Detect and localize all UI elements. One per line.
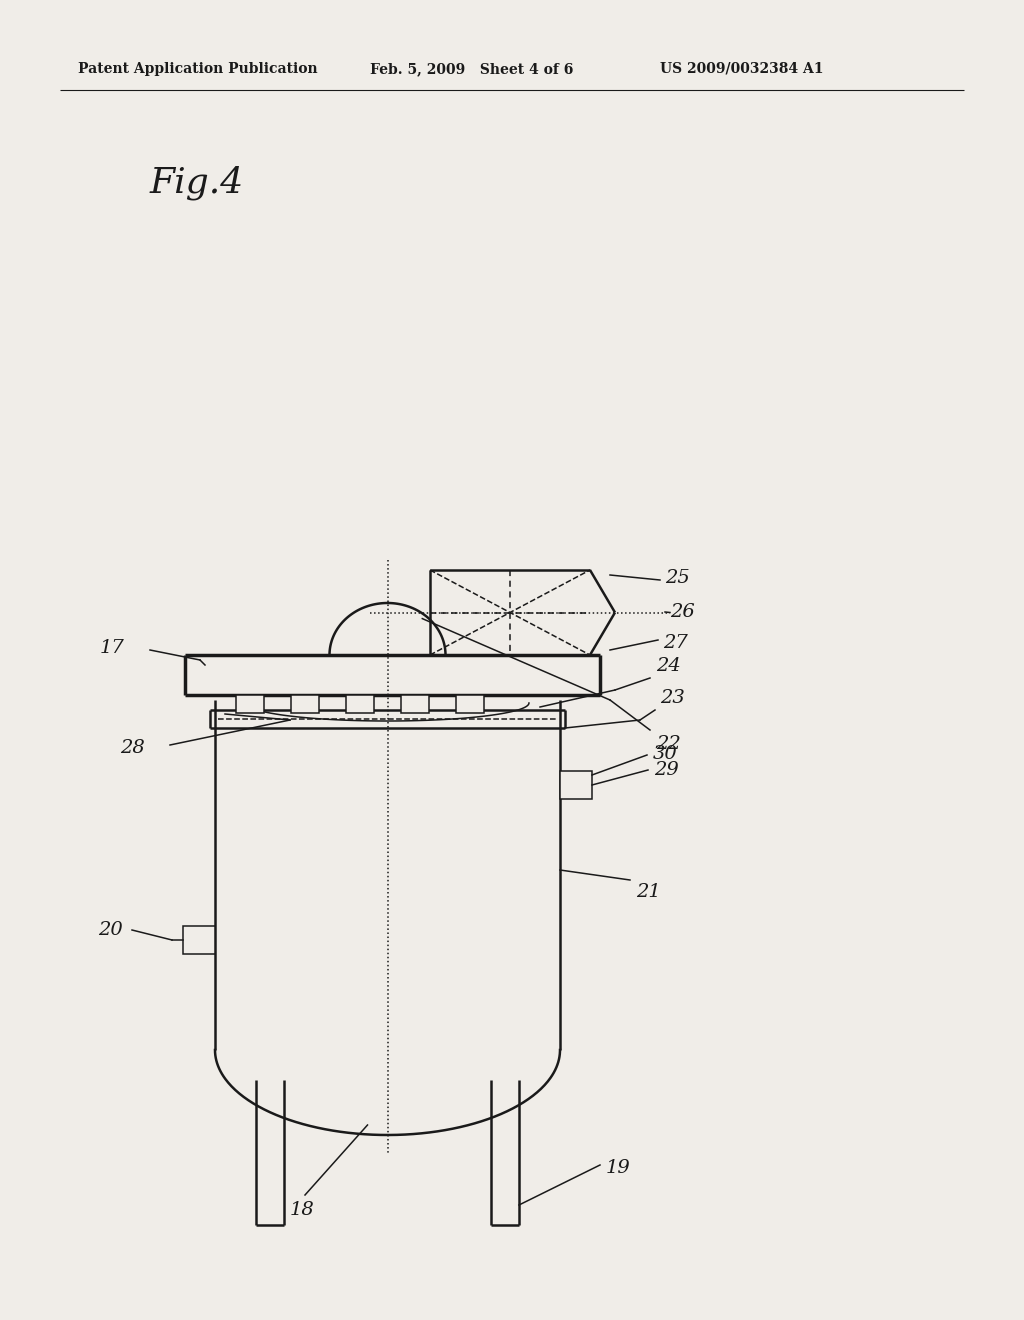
Bar	[346, 696, 374, 713]
Text: 23: 23	[660, 689, 685, 708]
Text: US 2009/0032384 A1: US 2009/0032384 A1	[660, 62, 823, 77]
Text: Patent Application Publication: Patent Application Publication	[78, 62, 317, 77]
Text: Fig.4: Fig.4	[150, 165, 245, 199]
Text: 19: 19	[606, 1159, 631, 1177]
Bar	[291, 696, 319, 713]
Text: Feb. 5, 2009   Sheet 4 of 6: Feb. 5, 2009 Sheet 4 of 6	[370, 62, 573, 77]
Text: 24: 24	[656, 657, 681, 675]
Text: 27: 27	[663, 634, 688, 652]
Text: 29: 29	[654, 762, 679, 779]
Text: 26: 26	[670, 603, 694, 620]
Text: 28: 28	[120, 739, 144, 756]
Text: 20: 20	[98, 921, 123, 939]
Text: 21: 21	[636, 883, 660, 902]
Text: 25: 25	[665, 569, 690, 587]
Bar	[401, 696, 429, 713]
Bar	[183, 927, 215, 954]
Bar	[236, 696, 264, 713]
Text: 18: 18	[290, 1201, 314, 1218]
Text: 22: 22	[656, 735, 681, 752]
Text: 30: 30	[653, 744, 678, 763]
Text: 17: 17	[100, 639, 125, 657]
Bar	[456, 696, 484, 713]
Bar	[560, 771, 592, 799]
